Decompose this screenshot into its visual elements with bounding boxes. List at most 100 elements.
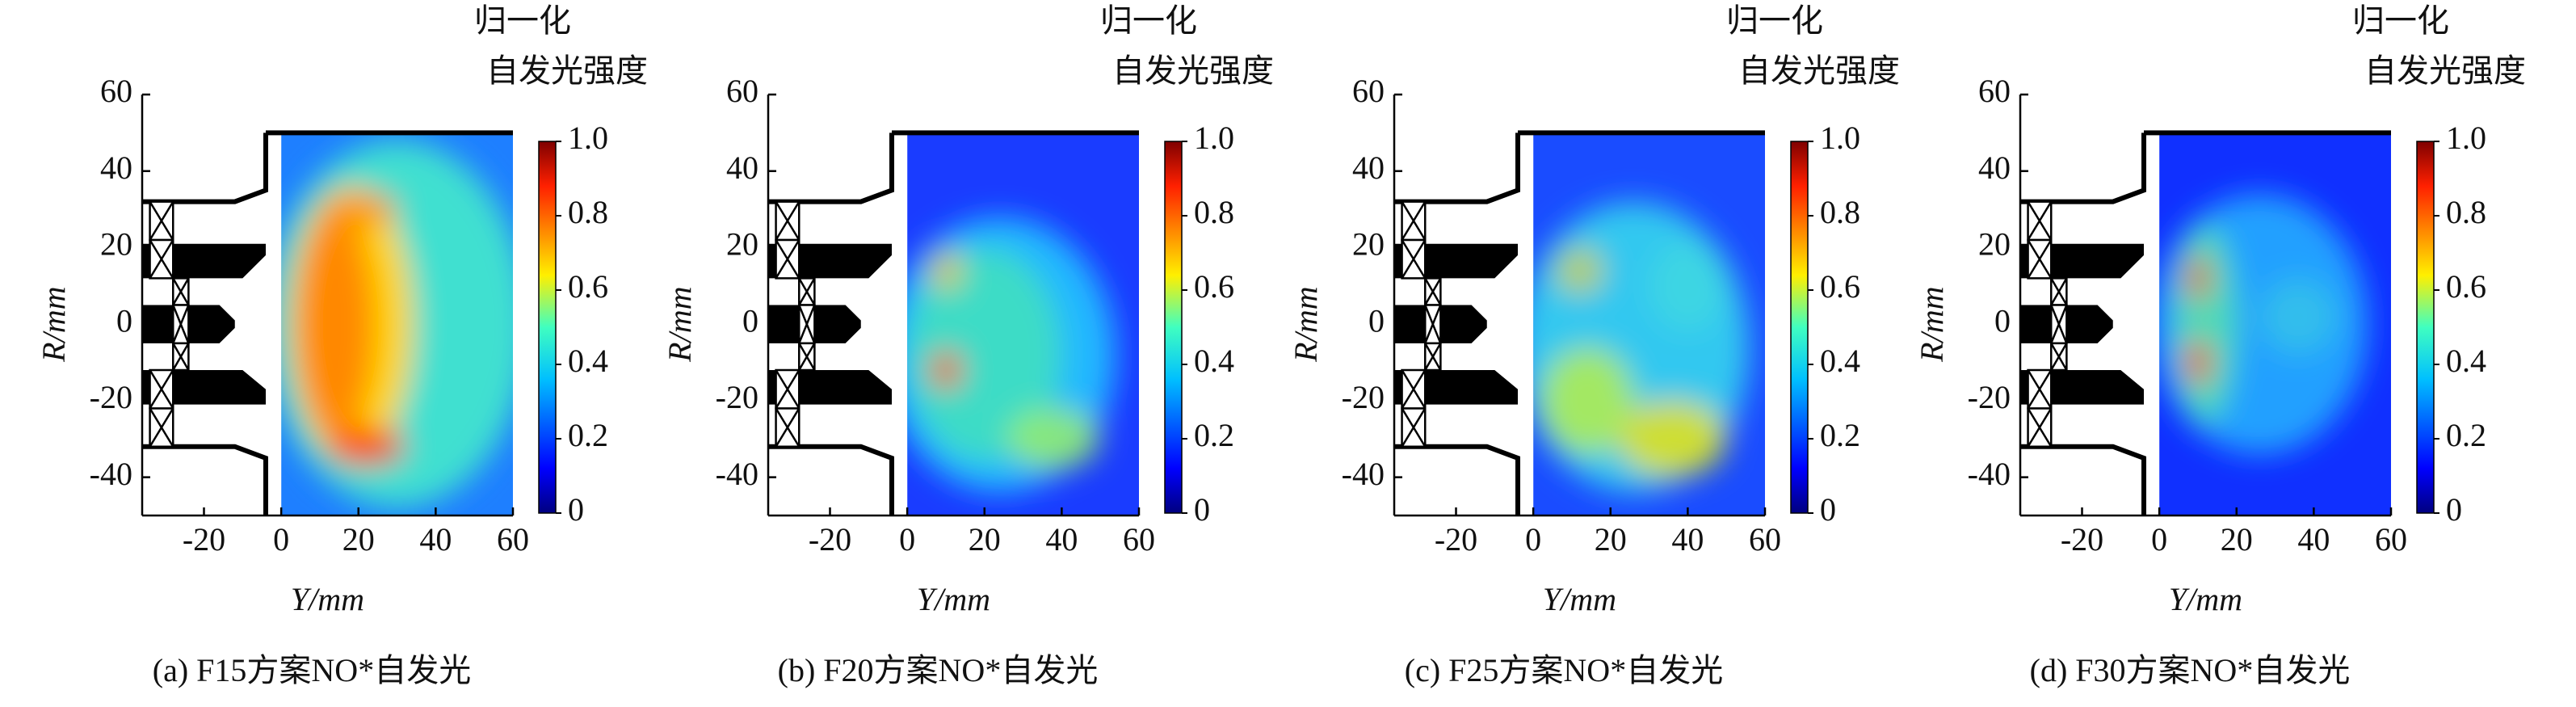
y-tick-label: -20 [1968,379,2011,415]
y-axis-label: R/mm [1914,287,1950,363]
y-tick-label: 40 [1352,149,1385,186]
intensity-region [2259,278,2338,356]
colorbar-title: 自发光强度 [1112,53,1274,89]
y-axis-label: R/mm [36,287,72,363]
swirler [1424,277,1442,306]
x-tick-label: 20 [342,521,375,558]
swirler [2027,200,2053,242]
panel: -40 -20 0 20 40 60 -20 0 20 40 60 Y/mm R/mm 0 0.2 0.4 0.… [662,2,1274,688]
colorbar-tick-label: 1.0 [1820,120,1860,156]
colorbar-tick-label: 0 [2446,491,2462,528]
y-tick-label: -20 [90,379,132,415]
intensity-region [2186,339,2210,385]
swirler [2027,407,2053,448]
x-tick-label: 60 [497,521,529,558]
swirler [1424,342,1442,372]
x-tick-label: 0 [899,521,915,558]
y-tick-label: 40 [726,149,759,186]
heatmap-intensity [1533,201,1750,493]
y-tick-label: 0 [116,302,132,339]
swirler [1424,304,1442,345]
swirler [1401,200,1427,242]
swirler [2027,238,2053,280]
swirler [775,238,801,280]
panel: -40 -20 0 20 40 60 -20 0 20 40 60 Y/mm R/mm 0 0.2 0.4 0.… [1914,2,2526,688]
intensity-region [1618,400,1727,478]
intensity-region [930,351,962,389]
caption: (d) F30方案NO*自发光 [2030,652,2351,688]
colorbar-tick-label: 1.0 [568,120,608,156]
y-tick-label: 0 [1994,302,2011,339]
y-tick-label: 60 [1978,73,2011,109]
x-tick-label: 20 [2221,521,2253,558]
combustor-wall [142,130,513,516]
swirler [1401,238,1427,280]
panel: -40 -20 0 20 40 60 -20 0 20 40 60 Y/mm R/mm 0 0.2 0.4 0.… [36,2,648,688]
colorbar-tick-label: 0.6 [1194,268,1234,305]
colorbar-tick-label: 0.6 [2446,268,2486,305]
heatmap-intensity [907,217,1116,493]
swirler [2027,368,2053,410]
y-tick-label: 60 [1352,73,1385,109]
y-tick-label: -40 [1968,456,2011,492]
colorbar-title: 归一化 [2352,2,2449,39]
colorbar-tick-label: 0.8 [1194,194,1234,230]
colorbar-tick-label: 0.2 [1194,417,1234,453]
swirler [798,304,816,345]
y-tick-label: 60 [100,73,132,109]
swirler [2050,304,2068,345]
x-tick-label: 40 [419,521,452,558]
combustor-wall [768,130,1139,516]
swirler [775,407,801,448]
intensity-region [319,190,397,229]
x-tick-label: 60 [1749,521,1781,558]
heatmap-image [2159,133,2391,516]
x-tick-label: 40 [1671,521,1704,558]
y-tick-label: -20 [716,379,759,415]
swirler [775,368,801,410]
y-tick-label: 0 [1368,302,1385,339]
swirler [2050,277,2068,306]
x-tick-label: 60 [1123,521,1155,558]
colorbar-tick-label: 0.4 [2446,343,2486,379]
colorbar [538,141,557,514]
y-axis-label: R/mm [1288,287,1324,363]
colorbar-tick-label: 0.8 [1820,194,1860,230]
y-tick-label: 40 [1978,149,2011,186]
x-tick-label: 20 [969,521,1001,558]
caption: (c) F25方案NO*自发光 [1405,652,1723,688]
swirler [172,304,190,345]
swirler [149,200,174,242]
colorbar-title: 归一化 [474,2,571,39]
caption: (b) F20方案NO*自发光 [778,652,1099,688]
swirler [1401,368,1427,410]
y-tick-label: -40 [90,456,132,492]
y-tick-label: 20 [1352,226,1385,263]
heatmap-intensity [2159,194,2368,455]
colorbar-tick-label: 0.4 [1820,343,1860,379]
intensity-region [1649,239,1727,332]
x-tick-label: 0 [2151,521,2167,558]
colorbar-title: 归一化 [1100,2,1197,39]
x-axis-label: Y/mm [1543,581,1616,617]
intensity-region [1556,247,1603,294]
colorbar-tick-label: 0.4 [568,343,608,379]
x-tick-label: -20 [1435,521,1477,558]
y-tick-label: -40 [716,456,759,492]
colorbar-tick-label: 0.6 [1820,268,1860,305]
colorbar [1164,141,1183,514]
colorbar-tick-label: 1.0 [1194,120,1234,156]
swirler [149,368,174,410]
colorbar-tick-label: 0.8 [568,194,608,230]
y-tick-label: -20 [1342,379,1385,415]
intensity-region [296,209,374,440]
colorbar-title: 归一化 [1726,2,1823,39]
swirler [798,277,816,306]
colorbar [1790,141,1809,514]
x-axis-label: Y/mm [917,581,990,617]
colorbar-title: 自发光强度 [1738,53,1900,89]
y-axis-label: R/mm [662,287,698,363]
y-tick-label: 40 [100,149,132,186]
swirler [149,238,174,280]
